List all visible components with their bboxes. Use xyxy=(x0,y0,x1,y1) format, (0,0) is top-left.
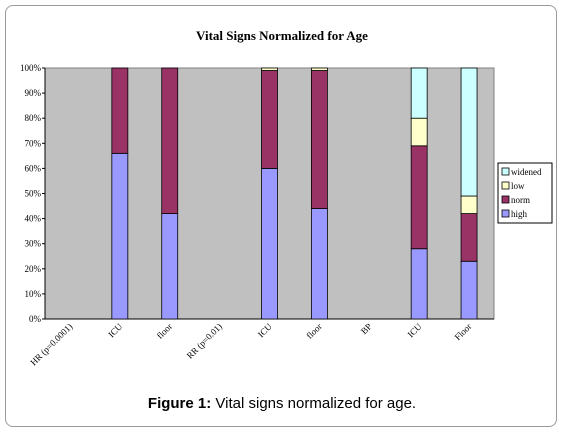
x-tick-label: ICU xyxy=(106,321,124,339)
bar-segment-norm xyxy=(310,70,328,209)
x-tick-label: Floor xyxy=(453,321,474,342)
bars-layer xyxy=(111,67,478,320)
x-tick-label: ICU xyxy=(406,321,424,339)
bar-segment-high xyxy=(261,167,278,320)
legend-label-low: low xyxy=(511,181,525,191)
y-tick-label: 20% xyxy=(25,264,42,274)
y-tick-label: 40% xyxy=(25,214,42,224)
x-axis-ticks: HR (p=0.0001) ICU floor RR (p=0.01) ICU floor… xyxy=(28,321,473,367)
bar-segment-low xyxy=(410,117,428,147)
bar-segment-low xyxy=(310,67,328,71)
bar-segment-norm xyxy=(111,67,129,154)
bar-segment-high xyxy=(161,213,179,320)
x-tick-label: ICU xyxy=(256,321,274,339)
chart-title: Vital Signs Normalized for Age xyxy=(196,28,368,43)
figure-caption: Figure 1: Vital signs normalized for age… xyxy=(0,395,564,412)
caption-text: Vital signs normalized for age. xyxy=(215,395,417,412)
y-tick-label: 0% xyxy=(29,314,42,324)
y-axis-ticks: 0% 10% 20% 30% 40% 50% 60% 70% 80% 90% 100% xyxy=(20,63,45,324)
bar-segment-low xyxy=(460,195,478,214)
bar-segment-high xyxy=(460,260,478,320)
y-tick-label: 10% xyxy=(25,289,42,299)
y-tick-label: 100% xyxy=(20,63,42,73)
y-tick-label: 30% xyxy=(25,239,42,249)
y-tick-label: 70% xyxy=(25,138,42,148)
bar-segment-high xyxy=(310,208,328,320)
y-tick-label: 50% xyxy=(25,189,42,199)
legend-swatch-norm xyxy=(501,195,510,204)
x-tick-label: RR (p=0.01) xyxy=(185,321,224,360)
legend-swatch-low xyxy=(501,181,510,190)
bar-segment-high xyxy=(410,248,428,320)
caption-label: Figure 1: xyxy=(147,395,212,412)
bar-segment-norm xyxy=(161,67,179,214)
x-tick-label: HR (p=0.0001) xyxy=(28,321,74,367)
bar-segment-high xyxy=(111,152,129,320)
x-tick-label: floor xyxy=(304,321,323,340)
legend-label-high: high xyxy=(511,209,528,219)
y-tick-label: 90% xyxy=(25,88,42,98)
legend-swatch-widened xyxy=(501,167,510,176)
bar-segment-norm xyxy=(410,145,428,250)
x-tick-label: floor xyxy=(155,321,174,340)
legend-label-widened: widened xyxy=(511,167,542,177)
legend-label-norm: norm xyxy=(511,195,530,205)
bar-segment-widened xyxy=(460,67,478,197)
bar-segment-norm xyxy=(460,213,478,262)
bar-segment-norm xyxy=(261,70,278,169)
bar-segment-low xyxy=(261,67,278,71)
x-tick-label: BP xyxy=(359,321,374,336)
legend: widened low norm high xyxy=(497,162,553,224)
y-tick-label: 60% xyxy=(25,163,42,173)
bar-segment-widened xyxy=(410,67,428,119)
y-tick-label: 80% xyxy=(25,113,42,123)
legend-swatch-high xyxy=(501,209,510,218)
